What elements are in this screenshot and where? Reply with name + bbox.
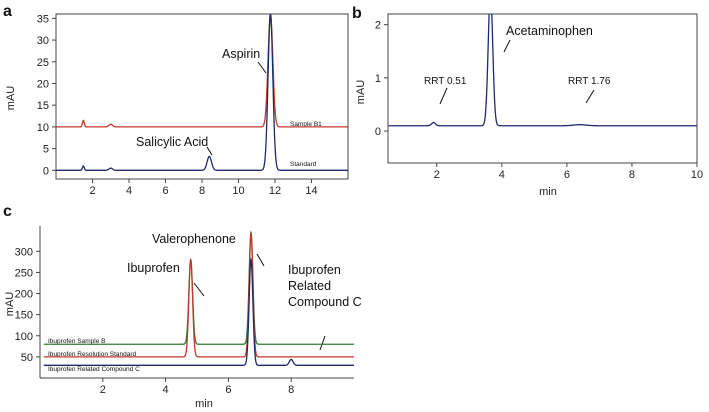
- y-tick-label: 300: [15, 246, 33, 258]
- rrt-176-label: RRT 1.76: [568, 76, 611, 87]
- trace-label-standard: Standard: [290, 161, 317, 168]
- x-tick-label: 8: [199, 185, 205, 197]
- rrt-051-label: RRT 0.51: [424, 76, 467, 87]
- x-tick-label: 12: [269, 185, 281, 197]
- panel-a: mAU Aspirin Salicylic Acid Sample B1 Sta…: [5, 13, 349, 197]
- y-tick-label: 2: [375, 20, 381, 32]
- ibuprofen-related-c-label-3: Compound C: [288, 295, 362, 309]
- trace-label-resolution-standard: Ibuprofen Resolution Standard: [48, 351, 137, 358]
- panel-a-frame: [55, 13, 349, 180]
- panel-b-label: b: [352, 5, 362, 22]
- panel-b: mAU min Acetaminophen RRT 0.51 RRT 1.76 …: [355, 13, 703, 198]
- trace-a-standard: [56, 14, 348, 171]
- x-tick-label: 4: [499, 169, 505, 181]
- x-tick-label: 10: [232, 185, 244, 197]
- y-tick-label: 30: [37, 35, 49, 47]
- valerophenone-pointer: [256, 253, 265, 267]
- y-tick-label: 20: [37, 78, 49, 90]
- panel-b-frame: [387, 13, 698, 164]
- y-tick-label: 25: [37, 57, 49, 69]
- panel-b-ylabel: mAU: [355, 80, 367, 105]
- trace-label-related-compound-c: Ibuprofen Related Compound C: [48, 366, 140, 373]
- x-tick-label: 10: [691, 169, 703, 181]
- trace-label-sample-b1: Sample B1: [290, 121, 322, 128]
- acetaminophen-label: Acetaminophen: [506, 24, 593, 38]
- trace-a-sample-b1: [56, 14, 348, 128]
- y-tick-label: 0: [43, 165, 49, 177]
- panel-c-xlabel: min: [195, 398, 213, 410]
- salicylic-acid-label: Salicylic Acid: [136, 135, 208, 149]
- rrt-176-pointer: [585, 89, 595, 104]
- x-tick-label: 4: [126, 185, 132, 197]
- panel-b-xlabel: min: [539, 186, 557, 198]
- panel-c: mAU min Valerophenone Ibuprofen Ibuprofe…: [4, 226, 362, 410]
- aspirin-pointer: [257, 61, 267, 74]
- y-tick-label: 100: [15, 331, 33, 343]
- aspirin-label: Aspirin: [222, 47, 260, 61]
- x-tick-label: 14: [305, 185, 317, 197]
- x-tick-label: 6: [162, 185, 168, 197]
- trace-label-sample-b: Ibuprofen Sample B: [48, 338, 105, 345]
- x-tick-label: 2: [89, 185, 95, 197]
- ibuprofen-related-c-label-2: Related: [288, 279, 331, 293]
- x-tick-label: 6: [564, 169, 570, 181]
- panel-c-ylabel: mAU: [4, 292, 16, 317]
- trace-c-ibuprofen-sample-b: [43, 230, 354, 345]
- y-tick-label: 5: [43, 144, 49, 156]
- y-tick-label: 200: [15, 289, 33, 301]
- x-tick-label: 2: [100, 384, 106, 396]
- panel-c-label: c: [3, 203, 12, 220]
- y-tick-label: 1: [375, 73, 381, 85]
- panel-a-label: a: [3, 3, 12, 20]
- ibuprofen-label: Ibuprofen: [127, 261, 180, 275]
- y-tick-label: 50: [21, 352, 33, 364]
- x-tick-label: 6: [225, 384, 231, 396]
- ibuprofen-related-c-pointer: [319, 335, 326, 351]
- ibuprofen-pointer: [193, 282, 205, 297]
- y-tick-label: 15: [37, 100, 49, 112]
- y-tick-label: 0: [375, 126, 381, 138]
- ibuprofen-related-c-label-1: Ibuprofen: [288, 263, 341, 277]
- y-tick-label: 250: [15, 267, 33, 279]
- x-tick-label: 8: [288, 384, 294, 396]
- trace-c-ibuprofen-related-compound-c: [43, 257, 354, 366]
- x-tick-label: 2: [434, 169, 440, 181]
- salicylic-acid-pointer: [206, 146, 213, 156]
- trace-b-series-0: [388, 14, 697, 127]
- x-tick-label: 4: [163, 384, 169, 396]
- panel-a-ylabel: mAU: [5, 86, 17, 111]
- x-tick-label: 8: [629, 169, 635, 181]
- y-tick-label: 150: [15, 310, 33, 322]
- rrt-051-pointer: [439, 87, 448, 105]
- acetaminophen-pointer: [503, 39, 511, 53]
- valerophenone-label: Valerophenone: [152, 232, 236, 246]
- trace-c-ibuprofen-resolution-standard: [43, 232, 354, 358]
- y-tick-label: 10: [37, 122, 49, 134]
- y-tick-label: 35: [37, 13, 49, 25]
